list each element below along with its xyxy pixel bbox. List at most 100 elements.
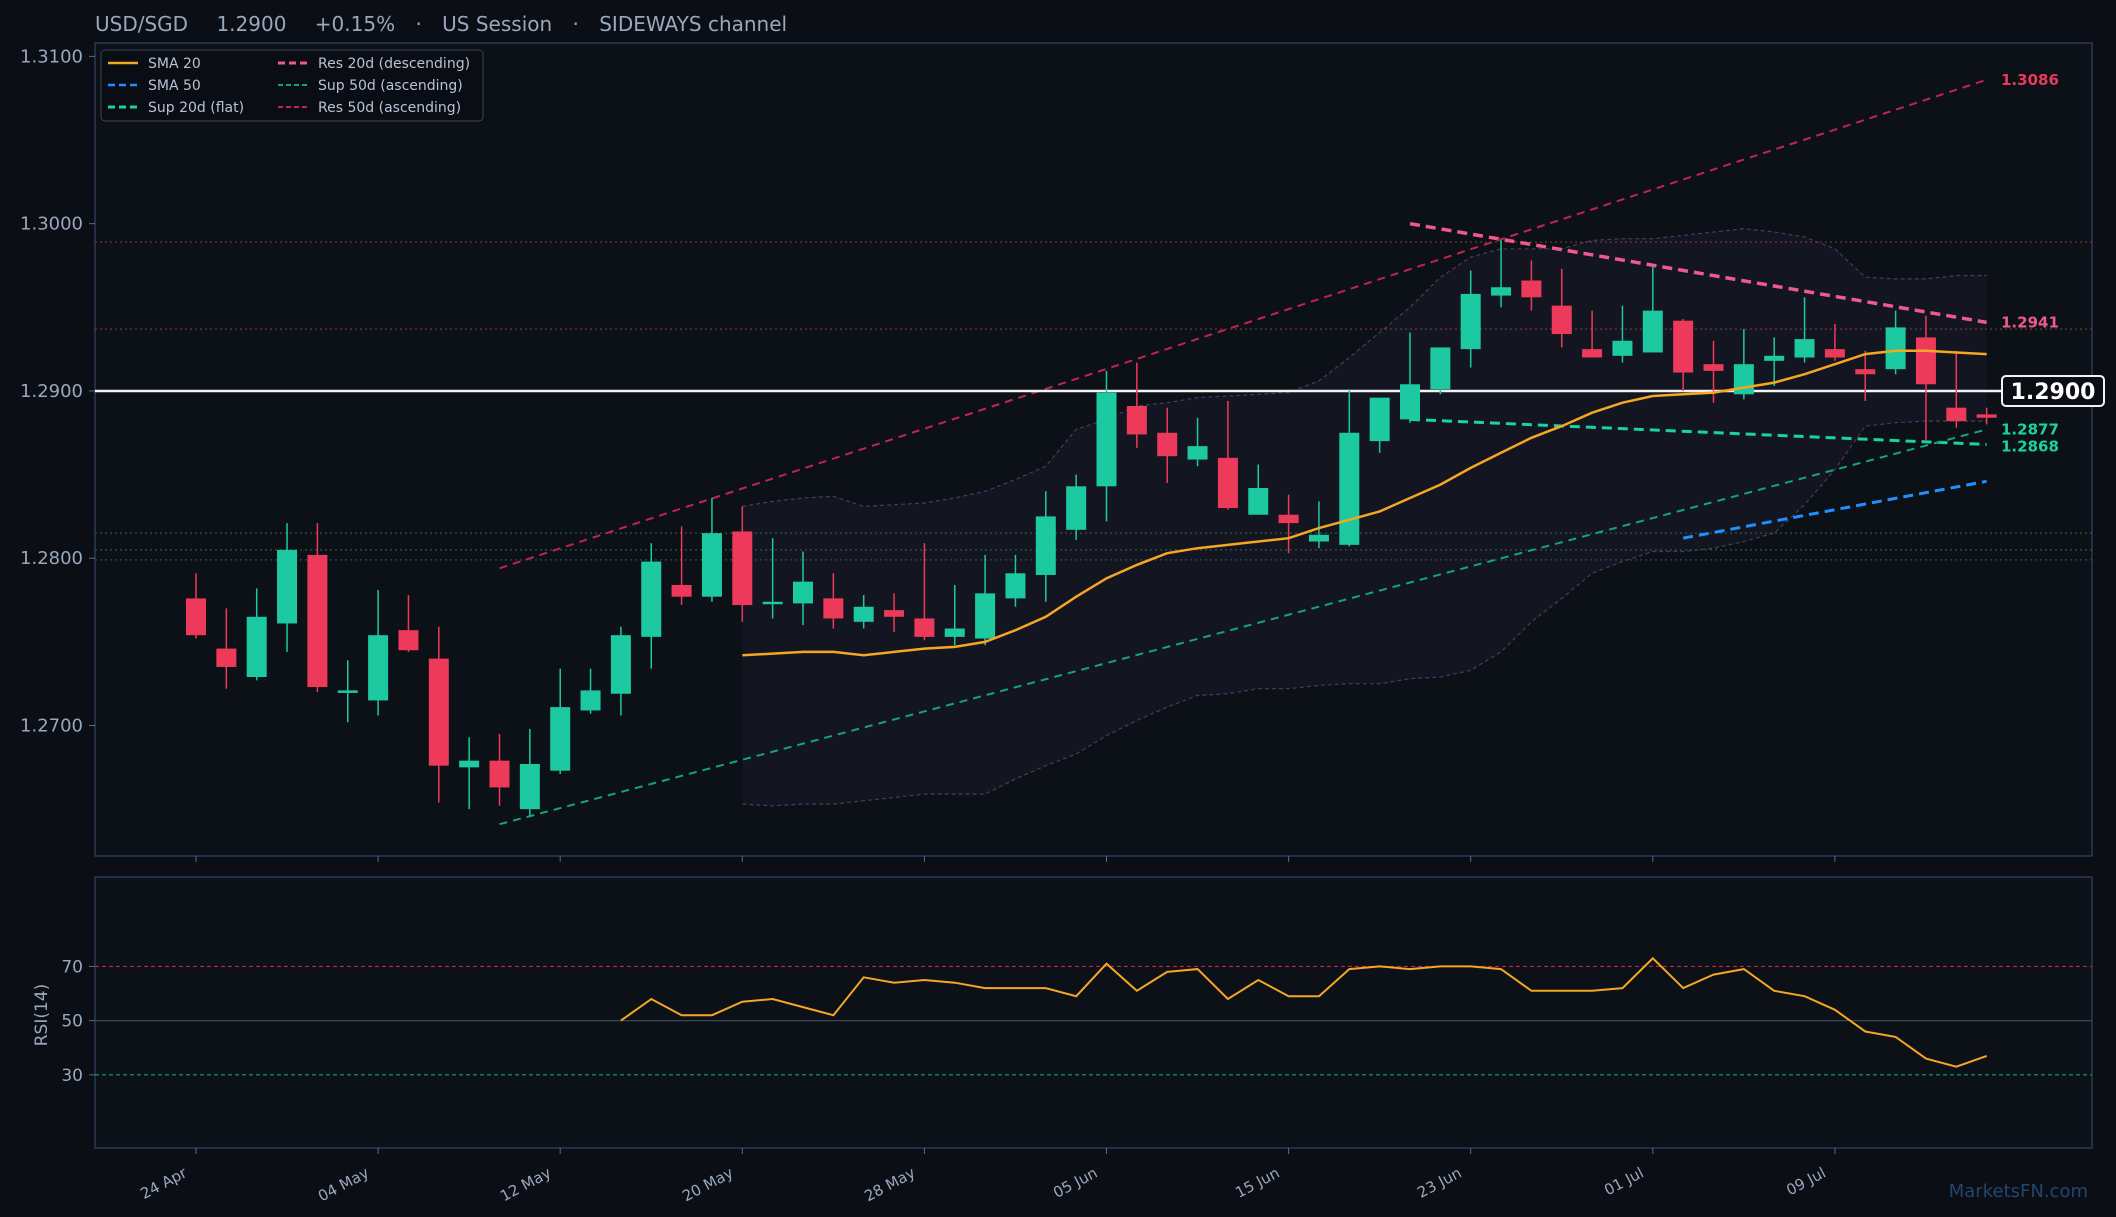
candle-body-31 [1126,406,1147,435]
legend-label-5: Res 50d (ascending) [318,100,461,116]
candle-body-1 [216,648,237,667]
candle-body-5 [337,690,358,693]
candle-52 [1764,337,1785,386]
candle-body-33 [1187,446,1208,460]
trendline-sup-20d-flat [1409,417,1987,446]
candle-body-2 [246,616,267,678]
candle-45 [1551,268,1572,348]
right-value-label-3: 1.2868 [2001,437,2059,455]
candle-31 [1126,362,1147,448]
title-separator-1: · [415,12,421,36]
candle-29 [1066,474,1087,540]
candle-32 [1157,407,1178,483]
candle-body-52 [1764,355,1785,361]
price-y-tick-label-1: 1.2800 [20,548,83,569]
candle-28 [1035,491,1056,602]
candle-body-15 [641,561,662,637]
candle-4 [307,523,328,693]
candle-body-10 [489,760,510,788]
rsi-panel: 24 Apr 04 May 12 May 20 May 28 May 05 Jun 15 J… [32,876,2093,1205]
candle-18 [732,506,753,622]
candle-body-55 [1855,369,1876,375]
candle-30 [1096,370,1117,522]
legend-label-1: Res 20d (descending) [318,56,470,72]
candle-body-24 [914,618,935,637]
candle-42 [1460,270,1481,368]
candle-body-23 [884,610,905,617]
candle-34 [1217,400,1238,510]
trendline-res-20d-descending [1409,221,1987,325]
trendline-sup-50d-ascending [499,428,1987,826]
candle-body-48 [1642,310,1663,353]
rsi-y-tick-label-0: 30 [61,1066,83,1086]
candle-9 [459,737,480,810]
candle-body-37 [1308,534,1329,542]
candle-body-9 [459,760,480,768]
candle-43 [1491,240,1512,308]
price-y-tick-label-2: 1.2900 [20,381,83,402]
current-price-badge [2001,374,2105,407]
candle-body-25 [944,628,965,637]
rsi-y-tick-label-1: 50 [61,1012,83,1032]
candle-body-56 [1885,327,1906,370]
candle-body-29 [1066,486,1087,530]
current-price-badge-text: 1.2900 [2011,380,2096,405]
chart-title: USD/SGD 1.2900 +0.15% · US Session · SID… [95,12,787,36]
candle-body-30 [1096,392,1117,487]
candle-body-41 [1430,347,1451,390]
candle-39 [1369,397,1390,453]
candle-body-22 [853,606,874,622]
candle-53 [1794,297,1815,363]
candle-40 [1400,332,1420,423]
candle-17 [701,498,722,602]
legend-label-0: SMA 20 [148,56,201,72]
candle-41 [1430,347,1451,395]
candle-13 [580,668,601,714]
candle-body-17 [701,533,722,597]
bollinger-upper-line [742,228,1987,508]
candle-16 [671,526,692,606]
legend-label-2: SMA 50 [148,78,201,94]
candle-body-57 [1915,337,1936,385]
candle-20 [793,551,813,626]
candle-49 [1673,319,1694,391]
candle-56 [1885,310,1906,375]
candle-body-34 [1217,457,1238,509]
candle-12 [550,668,571,775]
candle-1 [216,608,237,689]
candle-body-43 [1491,287,1512,296]
candle-body-58 [1946,407,1967,422]
candle-24 [914,543,935,641]
candle-57 [1915,315,1936,442]
candle-5 [337,660,358,723]
title-channel: SIDEWAYS channel [599,12,787,36]
candle-body-46 [1582,349,1603,358]
candle-7 [398,595,419,652]
candle-body-3 [277,549,298,624]
candle-8 [428,626,449,803]
candle-body-53 [1794,339,1815,358]
candle-body-59 [1976,414,1997,418]
candle-body-7 [398,630,419,651]
candle-body-26 [975,593,996,639]
title-change: +0.15% [315,12,395,36]
candle-14 [610,626,631,716]
rsi-y-tick-label-2: 70 [61,957,83,977]
price-panel: 1.2700 1.2800 1.2900 1.3000 1.3100 1.3086 1.29… [20,42,2105,862]
rsi-panel-frame [94,876,2093,1149]
candle-0 [186,573,206,639]
candle-48 [1642,267,1663,353]
candle-22 [853,595,874,629]
candle-body-16 [671,585,692,597]
candle-body-44 [1521,280,1542,298]
candle-body-19 [762,601,783,605]
candle-body-39 [1369,397,1390,442]
watermark: MarketsFN.com [1949,1181,2088,1202]
title-separator-2: · [573,12,579,36]
candle-55 [1855,350,1876,401]
right-value-label-0: 1.3086 [2001,71,2059,89]
candle-58 [1946,350,1967,428]
title-symbol: USD/SGD [95,12,188,36]
sma-20-line [742,349,1987,657]
rsi-line [620,956,1988,1068]
